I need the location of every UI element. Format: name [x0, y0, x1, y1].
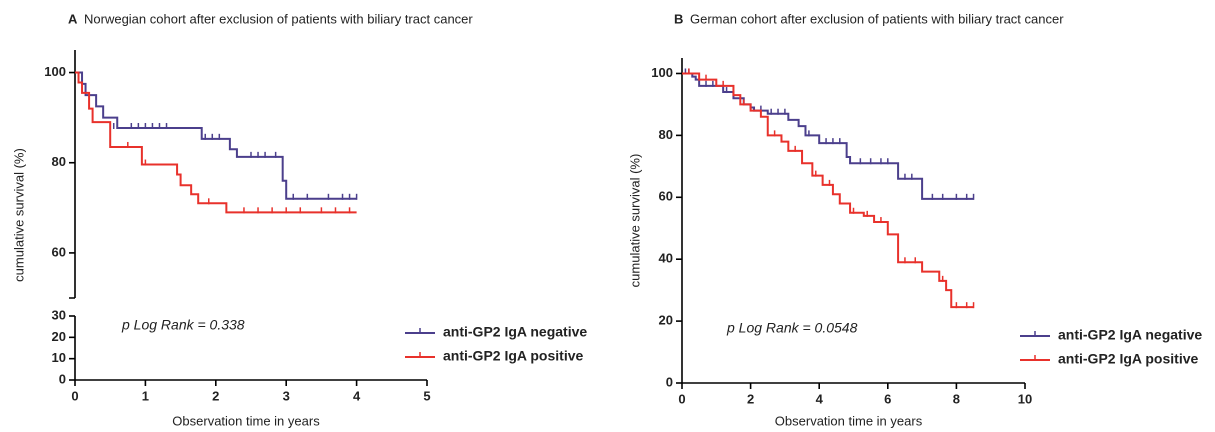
x-tick-label: 4 [353, 388, 361, 403]
survival-curve [682, 72, 974, 200]
y-tick-label: 30 [52, 307, 66, 322]
y-tick-label: 80 [52, 154, 66, 169]
survival-curve [682, 72, 974, 309]
x-tick-label: 0 [71, 388, 78, 403]
panel-label: A [68, 11, 78, 26]
x-axis-label: Observation time in years [775, 413, 923, 428]
x-tick-label: 10 [1018, 391, 1032, 406]
y-tick-label: 0 [59, 371, 66, 386]
x-tick-label: 4 [816, 391, 824, 406]
y-tick-label: 100 [44, 64, 66, 79]
y-axis-label: cumulative survival (%) [627, 154, 642, 288]
x-tick-label: 2 [212, 388, 219, 403]
legend-label: anti-GP2 IgA positive [443, 348, 583, 364]
y-tick-label: 20 [52, 329, 66, 344]
y-tick-label: 0 [666, 374, 673, 389]
y-axis-label: cumulative survival (%) [11, 148, 26, 282]
y-tick-label: 40 [659, 251, 673, 266]
x-tick-label: 6 [884, 391, 891, 406]
legend-label: anti-GP2 IgA positive [1058, 351, 1198, 367]
annotation: p Log Rank = 0.338 [121, 317, 245, 333]
chart-title: Norwegian cohort after exclusion of pati… [84, 11, 473, 26]
y-tick-label: 60 [52, 244, 66, 259]
x-tick-label: 2 [747, 391, 754, 406]
legend-label: anti-GP2 IgA negative [443, 324, 587, 340]
survival-curve [75, 71, 357, 214]
x-tick-label: 8 [953, 391, 960, 406]
y-tick-label: 80 [659, 127, 673, 142]
panel-label: B [674, 11, 683, 26]
x-tick-label: 0 [678, 391, 685, 406]
y-tick-label: 100 [651, 65, 673, 80]
y-tick-label: 60 [659, 189, 673, 204]
chart-title: German cohort after exclusion of patient… [690, 11, 1064, 26]
x-tick-label: 3 [283, 388, 290, 403]
legend-label: anti-GP2 IgA negative [1058, 327, 1202, 343]
survival-curve [75, 71, 357, 200]
x-tick-label: 1 [142, 388, 149, 403]
y-tick-label: 20 [659, 313, 673, 328]
annotation: p Log Rank = 0.0548 [726, 320, 858, 336]
x-axis-label: Observation time in years [172, 413, 320, 428]
x-tick-label: 5 [423, 388, 430, 403]
y-tick-label: 10 [52, 350, 66, 365]
y-axis [69, 50, 76, 380]
